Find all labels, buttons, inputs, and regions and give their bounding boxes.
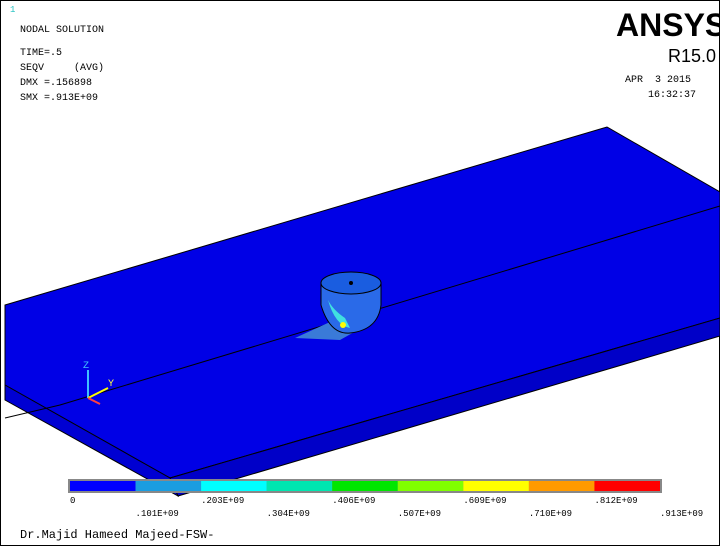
header-line: NODAL SOLUTION — [20, 25, 104, 36]
brand-version: R15.0 — [668, 46, 716, 66]
legend-label: .812E+09 — [594, 496, 637, 506]
legend-label: .913E+09 — [660, 509, 703, 519]
legend-label: .507E+09 — [398, 509, 441, 519]
legend-swatch — [332, 481, 398, 491]
legend-swatch — [201, 481, 267, 491]
legend-label: .609E+09 — [463, 496, 506, 506]
legend-swatch — [529, 481, 595, 491]
legend-label: 0 — [70, 496, 75, 506]
ansys-window: 1 NODAL SOLUTION TIME=.5 SEQV (AVG) DMX … — [0, 0, 720, 546]
legend-swatch — [70, 481, 136, 491]
brand-name: ANSYS — [616, 7, 720, 43]
legend-label: .101E+09 — [136, 509, 179, 519]
header-line: DMX =.156898 — [20, 78, 92, 89]
tool-hot-spot — [340, 322, 346, 328]
window-number: 1 — [10, 5, 15, 15]
triad-y: Y — [108, 379, 114, 390]
legend-swatch — [463, 481, 529, 491]
footer: Dr.Majid Hameed Majeed-FSW- — [20, 528, 214, 542]
legend-label: .710E+09 — [529, 509, 572, 519]
legend-label: .406E+09 — [332, 496, 375, 506]
brand-time: 16:32:37 — [648, 90, 696, 101]
legend-swatch — [136, 481, 202, 491]
legend-swatch — [398, 481, 464, 491]
header-line: SEQV (AVG) — [20, 62, 104, 74]
brand-date: APR 3 2015 — [625, 75, 691, 86]
triad-z: Z — [83, 361, 89, 372]
header-line: TIME=.5 — [20, 48, 62, 59]
header-line: SMX =.913E+09 — [20, 93, 98, 104]
tool-center — [349, 281, 353, 285]
legend-swatch — [267, 481, 333, 491]
legend-swatch — [594, 481, 660, 491]
legend-label: .304E+09 — [267, 509, 310, 519]
legend-label: .203E+09 — [201, 496, 244, 506]
